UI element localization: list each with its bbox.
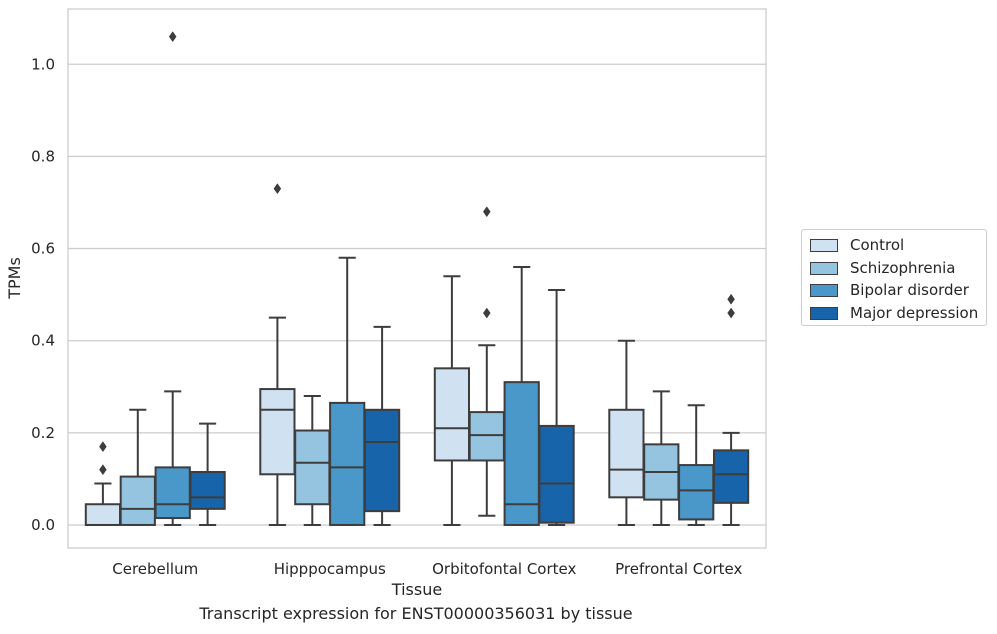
box-iqr <box>119 475 156 526</box>
box-iqr <box>608 408 645 499</box>
x-tick-label-cerebellum: Cerebellum <box>112 560 198 578</box>
box-iqr <box>84 503 122 526</box>
x-tick-label-prefrontal-cortex: Prefrontal Cortex <box>615 560 742 578</box>
box-iqr <box>189 470 226 510</box>
outlier-point <box>99 464 107 476</box>
box-cerebellum-bipolar-disorder <box>154 31 191 526</box>
legend-label-schizophrenia: Schizophrenia <box>850 259 956 277</box>
y-tick-label: 1.0 <box>31 55 55 73</box>
chart-caption: Transcript expression for ENST0000035603… <box>199 604 633 623</box>
x-tick-label-hipppocampus: Hipppocampus <box>274 560 386 578</box>
box-hipppocampus-major-depression <box>363 325 401 526</box>
legend-label-control: Control <box>850 236 905 254</box>
outlier-point <box>482 206 491 218</box>
plot-frame <box>67 8 767 549</box>
box-prefrontal-cortex-bipolar-disorder <box>678 404 715 526</box>
box-cerebellum-control <box>84 441 122 526</box>
outlier-point <box>168 31 177 43</box>
legend-swatch-bipolar-disorder <box>810 283 838 297</box>
box-iqr <box>433 367 471 462</box>
box-iqr <box>329 401 366 526</box>
box-orbitofontal-cortex-control <box>433 275 471 526</box>
y-tick-label: 0.8 <box>31 147 55 165</box>
box-cerebellum-major-depression <box>189 422 226 526</box>
y-tick-label: 0.4 <box>31 332 55 350</box>
plot-boxes <box>84 31 750 526</box>
legend: Control Schizophrenia Bipolar disorder M… <box>801 229 987 326</box>
box-prefrontal-cortex-control <box>608 339 645 526</box>
box-orbitofontal-cortex-bipolar-disorder <box>503 265 540 526</box>
legend-swatch-control <box>810 238 838 252</box>
legend-label-major-depression: Major depression <box>850 304 979 322</box>
box-iqr <box>154 466 191 520</box>
legend-item-bipolar-disorder: Bipolar disorder <box>810 281 969 299</box>
box-hipppocampus-schizophrenia <box>294 394 331 526</box>
y-gridlines <box>68 63 766 526</box>
outlier-point <box>727 293 735 305</box>
legend-label-bipolar-disorder: Bipolar disorder <box>850 281 969 299</box>
outlier-point <box>482 307 491 319</box>
x-tick-labels: Cerebellum Hipppocampus Orbitofontal Corte… <box>112 560 742 578</box>
box-prefrontal-cortex-major-depression <box>712 293 750 526</box>
y-axis-label: TPMs <box>5 257 24 300</box>
box-iqr <box>259 388 296 476</box>
box-iqr <box>363 408 401 513</box>
legend-item-major-depression: Major depression <box>810 304 978 322</box>
x-tick-label-orbitofontal-cortex: Orbitofontal Cortex <box>432 560 576 578</box>
y-tick-label: 0.0 <box>31 516 55 534</box>
box-iqr <box>712 449 750 504</box>
box-iqr <box>468 411 505 462</box>
box-iqr <box>678 464 715 521</box>
box-orbitofontal-cortex-schizophrenia <box>468 206 505 517</box>
box-hipppocampus-bipolar-disorder <box>329 256 366 526</box>
box-iqr <box>538 424 575 524</box>
box-orbitofontal-cortex-major-depression <box>538 289 575 526</box>
legend-swatch-schizophrenia <box>810 261 838 275</box>
y-tick-labels: 0.0 0.2 0.4 0.6 0.8 1.0 <box>31 55 55 534</box>
box-cerebellum-schizophrenia <box>119 408 156 526</box>
box-iqr <box>294 429 331 506</box>
y-tick-label: 0.6 <box>31 240 55 258</box>
x-axis-label: Tissue <box>391 580 442 599</box>
legend-item-schizophrenia: Schizophrenia <box>810 259 955 277</box>
legend-item-control: Control <box>810 236 904 254</box>
legend-swatch-major-depression <box>810 306 838 320</box>
y-tick-label: 0.2 <box>31 424 55 442</box>
box-prefrontal-cortex-schizophrenia <box>643 390 680 526</box>
box-hipppocampus-control <box>259 183 296 526</box>
outlier-point <box>99 441 107 453</box>
outlier-point <box>727 307 735 319</box>
outlier-point <box>273 183 282 195</box>
